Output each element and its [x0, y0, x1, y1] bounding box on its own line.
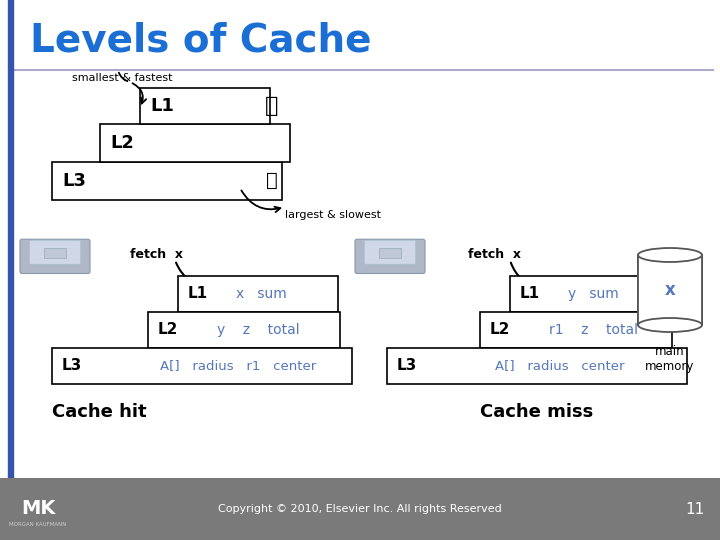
Text: Cache hit: Cache hit [52, 403, 147, 421]
FancyBboxPatch shape [20, 239, 90, 273]
Bar [148, 312, 340, 348]
Text: x   sum: x sum [235, 287, 287, 301]
Text: main
memory: main memory [645, 345, 695, 373]
Text: MK: MK [21, 500, 55, 518]
Text: L2: L2 [110, 134, 134, 152]
Text: L1: L1 [188, 287, 208, 301]
Text: y    z    total: y z total [217, 323, 300, 337]
Text: L1: L1 [520, 287, 540, 301]
Ellipse shape [638, 248, 702, 262]
Bar [379, 248, 401, 258]
Bar [178, 276, 338, 312]
Bar [638, 255, 702, 325]
Text: L2: L2 [490, 322, 510, 338]
Text: Levels of Cache: Levels of Cache [30, 21, 372, 59]
Text: Copyright © 2010, Elsevier Inc. All rights Reserved: Copyright © 2010, Elsevier Inc. All righ… [218, 504, 502, 514]
Text: L2: L2 [158, 322, 179, 338]
Bar [140, 88, 270, 124]
Text: L3: L3 [62, 359, 82, 374]
Text: L1: L1 [150, 97, 174, 115]
Text: 🐇: 🐇 [265, 96, 279, 116]
Text: x: x [665, 281, 675, 299]
Text: 🦕: 🦕 [266, 171, 278, 190]
Bar [480, 312, 672, 348]
Text: smallest & fastest: smallest & fastest [72, 73, 173, 83]
Text: y   sum: y sum [567, 287, 618, 301]
Text: fetch  x: fetch x [130, 248, 183, 261]
FancyBboxPatch shape [355, 239, 425, 273]
Text: L3: L3 [397, 359, 418, 374]
FancyBboxPatch shape [364, 240, 415, 264]
Bar [0, 478, 720, 540]
Text: Cache miss: Cache miss [480, 403, 593, 421]
Bar [638, 256, 702, 324]
Text: A[]   radius   r1   center: A[] radius r1 center [160, 360, 316, 373]
Bar [387, 348, 687, 384]
Text: largest & slowest: largest & slowest [285, 210, 381, 220]
Text: r1    z    total: r1 z total [549, 323, 638, 337]
Bar [44, 248, 66, 258]
Text: L3: L3 [62, 172, 86, 190]
Text: 11: 11 [685, 502, 705, 516]
Bar [510, 276, 670, 312]
Text: fetch  x: fetch x [468, 248, 521, 261]
FancyBboxPatch shape [30, 240, 81, 264]
Bar [52, 162, 282, 200]
Bar [8, 0, 13, 540]
Text: MORGAN KAUFMANN: MORGAN KAUFMANN [9, 522, 67, 526]
Bar [100, 124, 290, 162]
Text: A[]   radius   center: A[] radius center [495, 360, 624, 373]
Ellipse shape [638, 318, 702, 332]
Bar [52, 348, 352, 384]
